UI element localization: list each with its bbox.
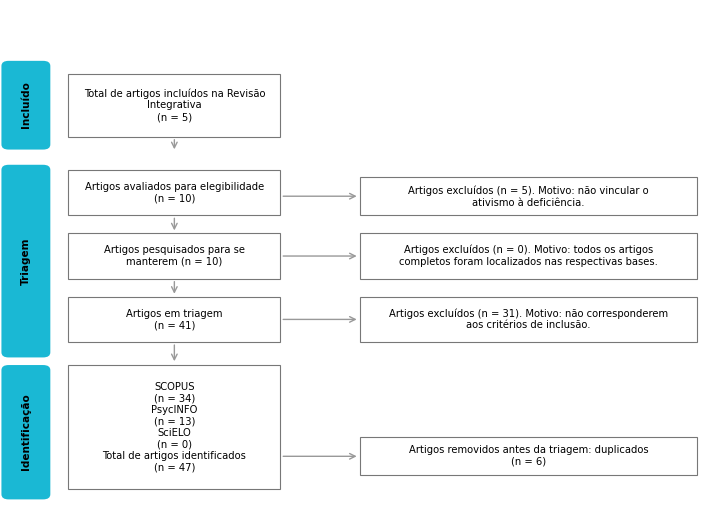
- FancyBboxPatch shape: [68, 365, 280, 489]
- Text: Artigos removidos antes da triagem: duplicados
(n = 6): Artigos removidos antes da triagem: dupl…: [408, 445, 649, 467]
- Text: Artigos excluídos (n = 5). Motivo: não vincular o
ativismo à deficiência.: Artigos excluídos (n = 5). Motivo: não v…: [408, 186, 649, 207]
- Text: SCOPUS
(n = 34)
PsycINFO
(n = 13)
SciELO
(n = 0)
Total de artigos identificados
: SCOPUS (n = 34) PsycINFO (n = 13) SciELO…: [102, 382, 247, 473]
- Text: Artigos excluídos (n = 31). Motivo: não corresponderem
aos critérios de inclusão: Artigos excluídos (n = 31). Motivo: não …: [389, 308, 668, 331]
- Text: Artigos em triagem
(n = 41): Artigos em triagem (n = 41): [126, 309, 223, 330]
- Text: Identificação: Identificação: [21, 393, 31, 470]
- FancyBboxPatch shape: [1, 165, 50, 357]
- Text: Artigos pesquisados para se
manterem (n = 10): Artigos pesquisados para se manterem (n …: [104, 245, 245, 267]
- FancyBboxPatch shape: [68, 74, 280, 137]
- FancyBboxPatch shape: [360, 437, 697, 475]
- Text: Total de artigos incluídos na Revisão
Integrativa
(n = 5): Total de artigos incluídos na Revisão In…: [83, 88, 265, 122]
- FancyBboxPatch shape: [1, 365, 50, 499]
- FancyBboxPatch shape: [360, 297, 697, 342]
- Text: Artigos excluídos (n = 0). Motivo: todos os artigos
completos foram localizados : Artigos excluídos (n = 0). Motivo: todos…: [399, 245, 658, 267]
- FancyBboxPatch shape: [68, 170, 280, 215]
- FancyBboxPatch shape: [68, 297, 280, 342]
- FancyBboxPatch shape: [360, 233, 697, 279]
- FancyBboxPatch shape: [68, 233, 280, 279]
- FancyBboxPatch shape: [1, 61, 50, 150]
- Text: Triagem: Triagem: [21, 237, 31, 285]
- Text: Artigos avaliados para elegibilidade
(n = 10): Artigos avaliados para elegibilidade (n …: [85, 182, 264, 203]
- FancyBboxPatch shape: [360, 177, 697, 215]
- Text: Incluído: Incluído: [21, 82, 31, 128]
